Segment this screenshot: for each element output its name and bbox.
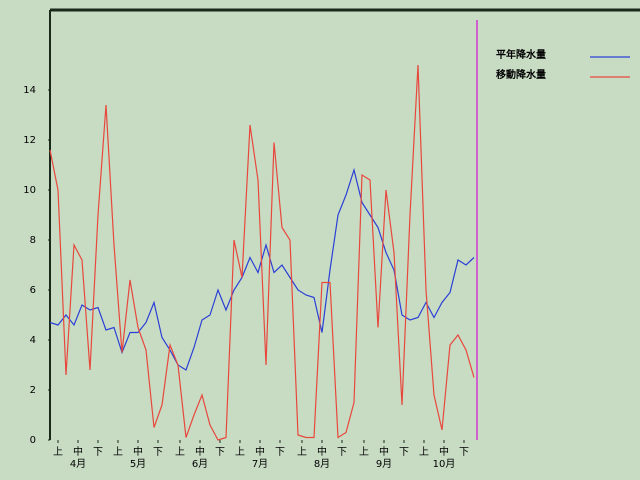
y-tick-label: 8 (30, 235, 36, 246)
legend-label: 平年降水量 (496, 48, 546, 61)
x-tick-label: 中 (379, 445, 389, 458)
y-tick-label: 2 (30, 385, 36, 396)
x-tick-label: 中 (73, 445, 83, 458)
y-tick-label: 0 (30, 435, 36, 446)
x-tick-label: 上 (419, 446, 429, 458)
month-label: 9月 (376, 458, 392, 470)
y-tick-label: 6 (30, 285, 36, 296)
x-tick-label: 下 (153, 447, 163, 458)
x-tick-label: 下 (275, 447, 285, 458)
x-tick-label: 下 (337, 447, 347, 458)
x-tick-label: 上 (53, 446, 63, 458)
y-tick-label: 14 (23, 85, 36, 96)
month-label: 4月 (70, 458, 86, 470)
x-tick-label: 中 (317, 445, 327, 458)
x-tick-label: 中 (255, 445, 265, 458)
month-label: 8月 (314, 458, 330, 470)
x-tick-label: 上 (359, 446, 369, 458)
x-tick-label: 上 (175, 446, 185, 458)
y-tick-label: 10 (23, 185, 36, 196)
legend-label: 移動降水量 (496, 68, 546, 81)
x-tick-label: 上 (113, 446, 123, 458)
month-label: 7月 (252, 458, 268, 470)
x-tick-label: 上 (235, 446, 245, 458)
month-label: 10月 (433, 458, 456, 470)
y-tick-label: 4 (30, 335, 36, 346)
month-label: 6月 (192, 458, 208, 470)
x-tick-label: 下 (459, 447, 469, 458)
series-line (49, 64, 475, 441)
x-tick-label: 下 (215, 447, 225, 458)
x-tick-label: 下 (399, 447, 409, 458)
y-tick-label: 12 (23, 135, 36, 146)
x-tick-label: 中 (195, 445, 205, 458)
month-label: 5月 (130, 458, 146, 470)
x-tick-label: 中 (133, 445, 143, 458)
x-tick-label: 中 (439, 445, 449, 458)
x-tick-label: 下 (93, 447, 103, 458)
x-tick-label: 上 (297, 446, 307, 458)
